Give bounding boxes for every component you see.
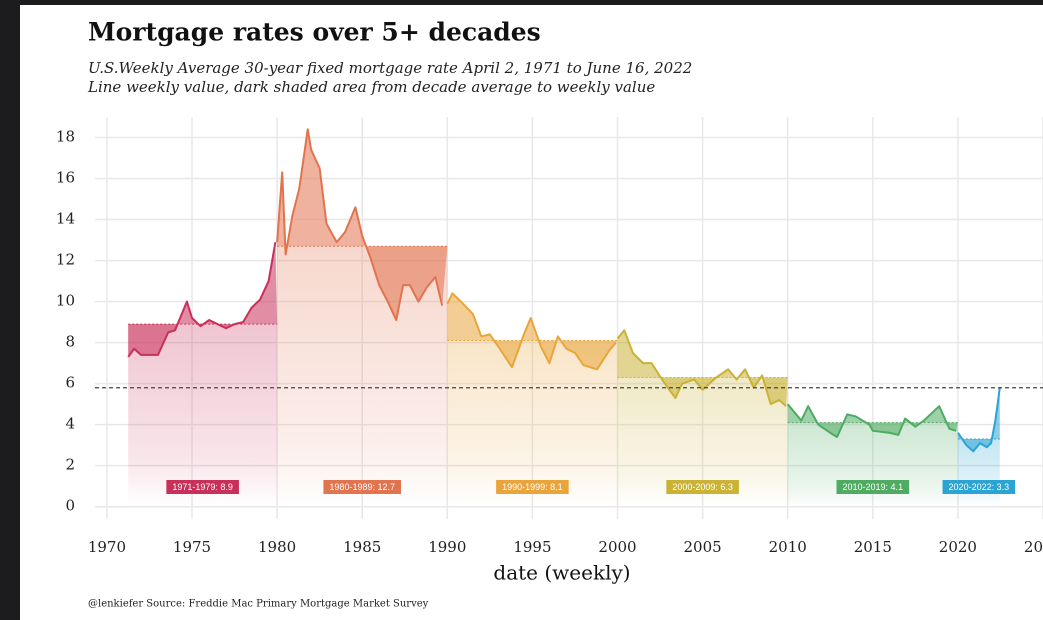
deviation-area	[617, 330, 788, 407]
line	[276, 128, 444, 322]
decade-label: 1971-1979: 8.9	[172, 482, 233, 492]
line	[446, 292, 617, 371]
decade-label-box	[166, 480, 239, 494]
y-tick-label: 10	[56, 292, 75, 310]
deviation-area	[277, 129, 448, 321]
subtitle: Line weekly value, dark shaded area from…	[87, 78, 655, 96]
deviation-area	[128, 242, 278, 357]
x-tick-label: 1970	[88, 538, 126, 556]
chart-title: Mortgage rates over 5+ decades	[88, 18, 541, 47]
y-tick-label: 6	[65, 374, 75, 392]
y-tick-label: 2	[65, 456, 75, 474]
y-tick-label: 12	[56, 251, 75, 269]
decade-label-box	[942, 480, 1016, 494]
x-tick-label: 2005	[684, 538, 722, 556]
x-tick-label: 2000	[598, 538, 636, 556]
line	[957, 387, 1001, 453]
x-tick-label: 2020	[939, 538, 977, 556]
y-tick-label: 14	[56, 210, 75, 228]
y-tick-label: 18	[56, 128, 75, 146]
x-axis-label: date (weekly)	[493, 561, 630, 585]
deviation-area	[787, 404, 958, 437]
x-tick-label: 2015	[854, 538, 892, 556]
x-tick-label: 1985	[343, 538, 381, 556]
line	[616, 329, 787, 407]
y-tick-label: 8	[65, 333, 75, 351]
decade-label-box	[666, 480, 739, 494]
source: @lenkiefer Source: Freddie Mac Primary M…	[88, 599, 429, 610]
decade-label-box	[836, 480, 910, 494]
decade-label: 1980-1989: 12.7	[329, 482, 395, 492]
decade-label: 2020-2022: 3.3	[949, 482, 1010, 492]
x-tick-label: 1975	[173, 538, 211, 556]
line	[127, 241, 277, 358]
card	[20, 5, 1043, 620]
line	[786, 403, 957, 438]
x-tick-label: 2025	[1024, 538, 1043, 556]
decade-label-box	[323, 480, 401, 494]
y-tick-label: 4	[65, 415, 75, 433]
average-band	[447, 340, 618, 507]
y-tick-label: 16	[56, 169, 75, 187]
x-tick-label: 1995	[513, 538, 551, 556]
decade-label: 2000-2009: 6.3	[672, 482, 733, 492]
average-band	[957, 439, 1000, 507]
deviation-area	[447, 293, 618, 370]
subtitle: U.S.Weekly Average 30-year fixed mortgag…	[88, 59, 692, 77]
decade-label: 2010-2019: 4.1	[843, 482, 904, 492]
plot: 0 2 4 6 8 10 12 14 16 18 1970 1975 1980 1985 1990 1995 2…	[56, 117, 1043, 556]
x-tick-label: 2010	[769, 538, 807, 556]
decade-label: 1990-1999: 8.1	[502, 482, 563, 492]
x-tick-label: 1990	[428, 538, 466, 556]
x-tick-label: 1980	[258, 538, 296, 556]
average-band	[787, 422, 958, 507]
y-tick-label: 0	[65, 497, 75, 515]
decade-label-box	[496, 480, 569, 494]
